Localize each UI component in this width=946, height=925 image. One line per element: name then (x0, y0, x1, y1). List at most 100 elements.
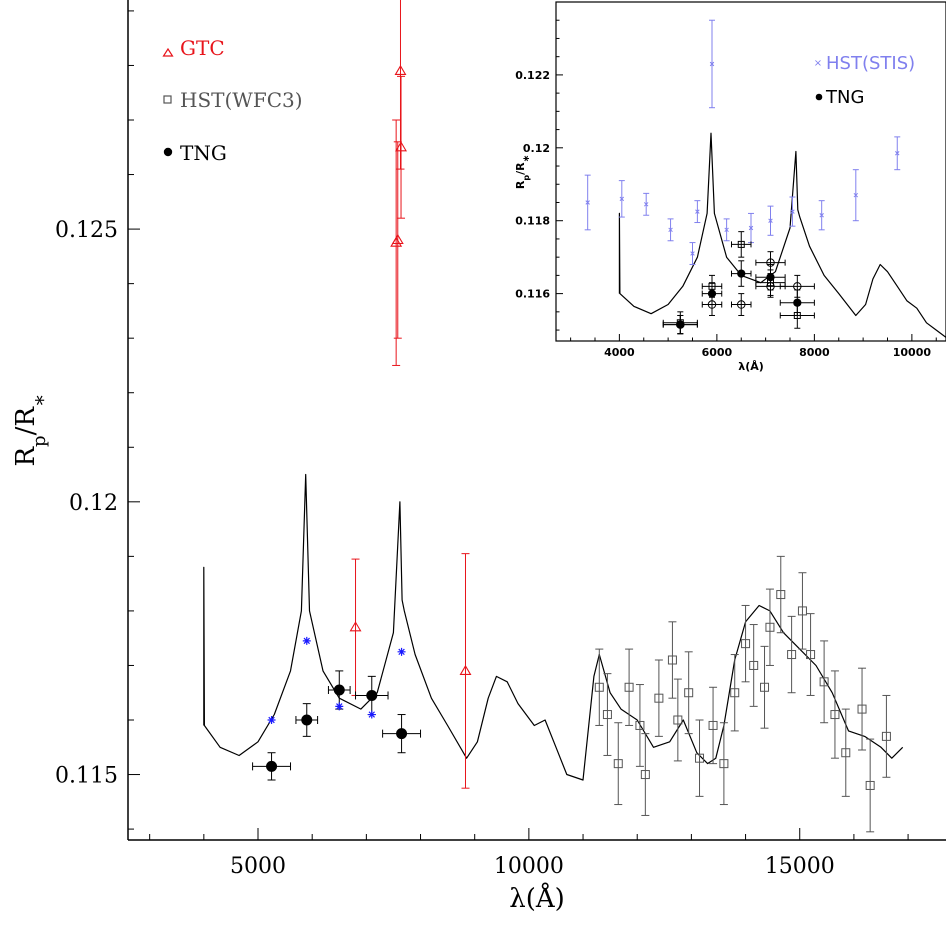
inset-hst-stis-point (709, 19, 715, 109)
legend-tng-label: TNG (180, 141, 227, 165)
legend-hst-stis-marker: × (814, 58, 822, 69)
main-hst-wfc3-marker (654, 693, 664, 703)
main-hst-wfc3-point (787, 615, 797, 694)
inset-legend: × HST(STIS) TNG (814, 53, 915, 108)
main-hst-wfc3-marker (635, 720, 645, 730)
main-hst-wfc3-point (881, 694, 891, 778)
main-gtc-point (349, 558, 362, 696)
main-hst-wfc3-point (708, 686, 718, 765)
main-tng-marker (333, 684, 345, 696)
main-tng-point (355, 675, 389, 716)
main-hst-wfc3-marker (806, 650, 816, 660)
main-hst-wfc3-point (667, 621, 677, 699)
main-tng-marker (301, 714, 313, 726)
main-tng-marker (266, 760, 278, 772)
inset-open-squares-point (755, 269, 786, 296)
inset-hst-stis-marker (585, 200, 590, 205)
main-hst-wfc3-point (673, 678, 683, 762)
main-tng-point (252, 752, 292, 781)
main-tng-point (382, 714, 422, 754)
main-y-tick-label: 0.12 (69, 491, 118, 516)
main-hst-wfc3-point (684, 651, 694, 735)
main-hst-wfc3-point (765, 588, 775, 666)
main-hst-wfc3-marker (640, 770, 650, 780)
inset-hst-stis-marker (668, 227, 673, 233)
inset-model-curve (618, 132, 946, 338)
main-gtc-marker (395, 141, 407, 152)
main-gtc-marker (391, 233, 404, 245)
legend-gtc-marker (162, 47, 174, 57)
inset-open-squares-point (731, 231, 752, 258)
main-gtc-marker (349, 621, 362, 632)
inset-tng-point (731, 260, 752, 287)
main-model-binned-point (367, 710, 376, 719)
main-y-tick-label: 0.115 (55, 764, 118, 789)
inset-hst-stis-point (584, 174, 591, 231)
main-plot: 5000 10000 15000 0.115 0.12 0.125 Rp/R∗ λ(Å) (11, 0, 946, 914)
main-hst-wfc3-marker (865, 780, 875, 790)
inset-hst-stis-point (667, 218, 674, 242)
inset-y-axis-label: Rp/R∗ (514, 155, 532, 189)
legend-gtc-label: GTC (180, 36, 225, 60)
main-hst-wfc3-marker (787, 650, 797, 660)
inset-open-circles-marker (766, 258, 775, 267)
legend-hst-wfc3-marker (163, 95, 172, 104)
inset-open-circles-point (701, 293, 723, 316)
main-hst-wfc3-point (776, 555, 786, 634)
inset-x-tick-label: 4000 (604, 346, 635, 359)
inset-hst-stis-marker (643, 202, 649, 207)
inset-open-squares-point (779, 302, 815, 329)
main-model-binned-marker (397, 647, 406, 656)
main-hst-wfc3-marker (741, 639, 751, 649)
main-hst-wfc3-point (654, 659, 664, 737)
inset-hst-stis-point (723, 218, 730, 242)
main-ticks: 5000 10000 15000 0.115 0.12 0.125 (55, 10, 909, 879)
main-gtc-point (459, 553, 472, 789)
main-hst-wfc3-marker (602, 710, 612, 720)
main-hst-wfc3-marker (830, 710, 840, 720)
main-y-axis-label: Rp/R∗ (11, 393, 51, 466)
main-hst-wfc3-marker (684, 688, 694, 698)
main-hst-wfc3-point (635, 684, 645, 767)
main-hst-wfc3-marker (719, 759, 729, 769)
main-hst-wfc3-point (749, 624, 759, 707)
legend-inset-tng: TNG (815, 87, 864, 108)
main-hst-wfc3-marker (594, 682, 604, 692)
inset-hst-stis-point (618, 180, 625, 218)
main-hst-wfc3-point (719, 722, 729, 806)
main-gtc-marker (394, 64, 407, 75)
main-hst-wfc3-point (830, 670, 840, 759)
legend-tng: TNG (163, 141, 227, 165)
legend-hst-stis: × HST(STIS) (814, 53, 915, 74)
inset-hst-stis-point (789, 196, 796, 227)
main-x-tick-label: 15000 (765, 854, 835, 879)
main-model-binned-marker (367, 710, 376, 719)
inset-hst-stis-marker (619, 196, 625, 202)
inset-open-squares-point (701, 274, 723, 298)
inset-tng-marker (737, 269, 746, 278)
legend-hst-wfc3: HST(WFC3) (163, 88, 303, 112)
main-hst-wfc3-point (797, 572, 807, 650)
main-model-binned-point (335, 702, 344, 711)
main-model-binned-point (397, 647, 406, 656)
main-hst-wfc3-point (865, 738, 875, 833)
main-hst-wfc3-marker (797, 606, 807, 616)
main-hst-wfc3-marker (841, 748, 851, 758)
main-hst-wfc3-point (624, 648, 634, 726)
main-gtc-marker (459, 664, 472, 675)
inset-hst-stis-marker (768, 218, 773, 223)
main-hst-wfc3-point (640, 733, 650, 816)
main-hst-wfc3-point (760, 645, 770, 729)
main-hst-wfc3-marker (819, 677, 829, 687)
main-gtc-point (395, 75, 407, 219)
main-model-binned-point (267, 716, 276, 724)
inset-model-line (618, 132, 946, 338)
inset-hst-stis-point (643, 192, 650, 216)
main-hst-wfc3-point (806, 613, 816, 696)
main-hst-wfc3-marker (857, 704, 867, 714)
legend-gtc: GTC (162, 36, 225, 60)
inset-y-tick-label: 0.12 (523, 142, 550, 155)
main-model-binned-marker (267, 716, 276, 724)
inset-x-tick-label: 6000 (702, 346, 733, 359)
